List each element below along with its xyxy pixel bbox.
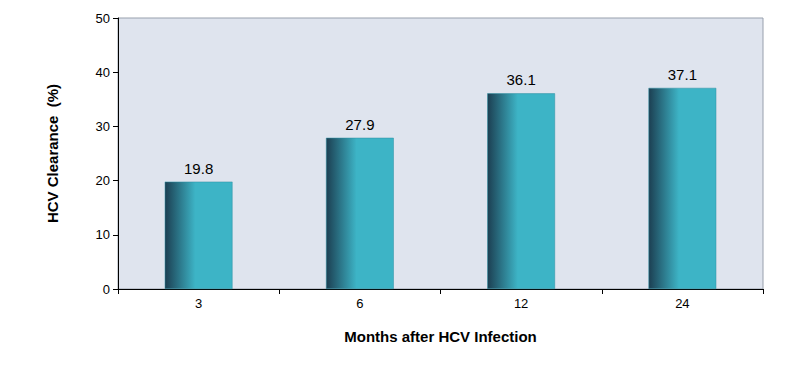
svg-text:40: 40	[96, 65, 110, 80]
svg-text:HCV Clearance (%): HCV Clearance (%)	[44, 84, 61, 223]
svg-text:0: 0	[103, 282, 110, 297]
svg-text:37.1: 37.1	[668, 66, 697, 83]
svg-text:12: 12	[514, 296, 528, 311]
svg-text:10: 10	[96, 227, 110, 242]
svg-text:50: 50	[96, 11, 110, 26]
svg-text:6: 6	[356, 296, 363, 311]
svg-text:30: 30	[96, 119, 110, 134]
svg-text:3: 3	[195, 296, 202, 311]
svg-text:36.1: 36.1	[507, 71, 536, 88]
svg-text:19.8: 19.8	[184, 160, 213, 177]
svg-text:20: 20	[96, 173, 110, 188]
svg-text:Months after HCV Infection: Months after HCV Infection	[344, 328, 537, 345]
svg-text:27.9: 27.9	[345, 116, 374, 133]
svg-text:24: 24	[675, 296, 689, 311]
